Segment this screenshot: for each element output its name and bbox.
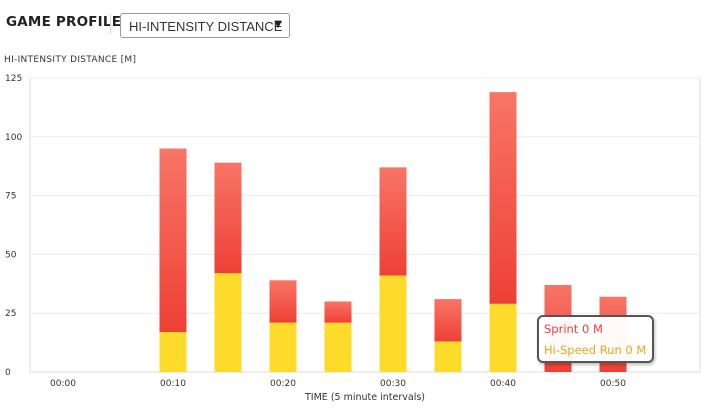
bar-hi-speed-run: [434, 341, 462, 372]
x-tick-label: 00:10: [160, 379, 186, 389]
page-title: GAME PROFILE: [6, 14, 122, 30]
header-divider: [110, 14, 111, 34]
x-tick-label: 00:20: [270, 379, 296, 389]
y-axis-ticks: 0 25 50 75 100 125: [5, 74, 22, 378]
y-tick-label: 0: [5, 368, 11, 378]
gridlines: [30, 77, 700, 314]
bar-sprint: [159, 148, 187, 333]
bar-sprint: [324, 301, 352, 323]
bars: [159, 92, 627, 372]
bar-hi-speed-run: [159, 332, 187, 372]
bar-sprint: [489, 92, 517, 304]
x-axis-title: TIME (5 minute intervals): [304, 392, 425, 403]
bar-sprint: [434, 299, 462, 342]
y-tick-label: 50: [5, 250, 17, 260]
bar-sprint: [269, 280, 297, 323]
y-tick-label: 25: [5, 309, 16, 319]
bar-hi-speed-run: [324, 322, 352, 372]
y-tick-label: 100: [5, 133, 22, 143]
y-axis-title: HI-INTENSITY DISTANCE [M]: [4, 55, 137, 65]
y-tick-label: 75: [5, 192, 16, 202]
bar-sprint: [214, 162, 242, 274]
tooltip-sprint-value: Sprint 0 M: [544, 322, 603, 336]
chevron-down-icon: ▼: [274, 19, 282, 30]
bar-hi-speed-run: [269, 322, 297, 372]
x-tick-label: 00:30: [380, 379, 406, 389]
header: GAME PROFILE HI-INTENSITY DISTANCE ▼: [0, 0, 725, 48]
x-tick-label: 00:50: [600, 379, 626, 389]
bar-tooltip: Sprint 0 M Hi-Speed Run 0 M: [537, 315, 654, 363]
bar-hi-speed-run: [379, 275, 407, 372]
metric-select[interactable]: HI-INTENSITY DISTANCE ▼: [120, 13, 290, 38]
x-tick-label: 00:00: [50, 379, 76, 389]
bar-hi-speed-run: [489, 303, 517, 372]
x-axis-ticks: 00:00 00:10 00:20 00:30 00:40 00:50: [50, 379, 626, 389]
metric-select-value: HI-INTENSITY DISTANCE: [129, 19, 283, 34]
y-tick-label: 125: [5, 74, 22, 84]
tooltip-hsr-value: Hi-Speed Run 0 M: [544, 343, 647, 357]
x-tick-label: 00:40: [490, 379, 516, 389]
bar-hi-speed-run: [214, 273, 242, 372]
bar-sprint: [379, 167, 407, 276]
